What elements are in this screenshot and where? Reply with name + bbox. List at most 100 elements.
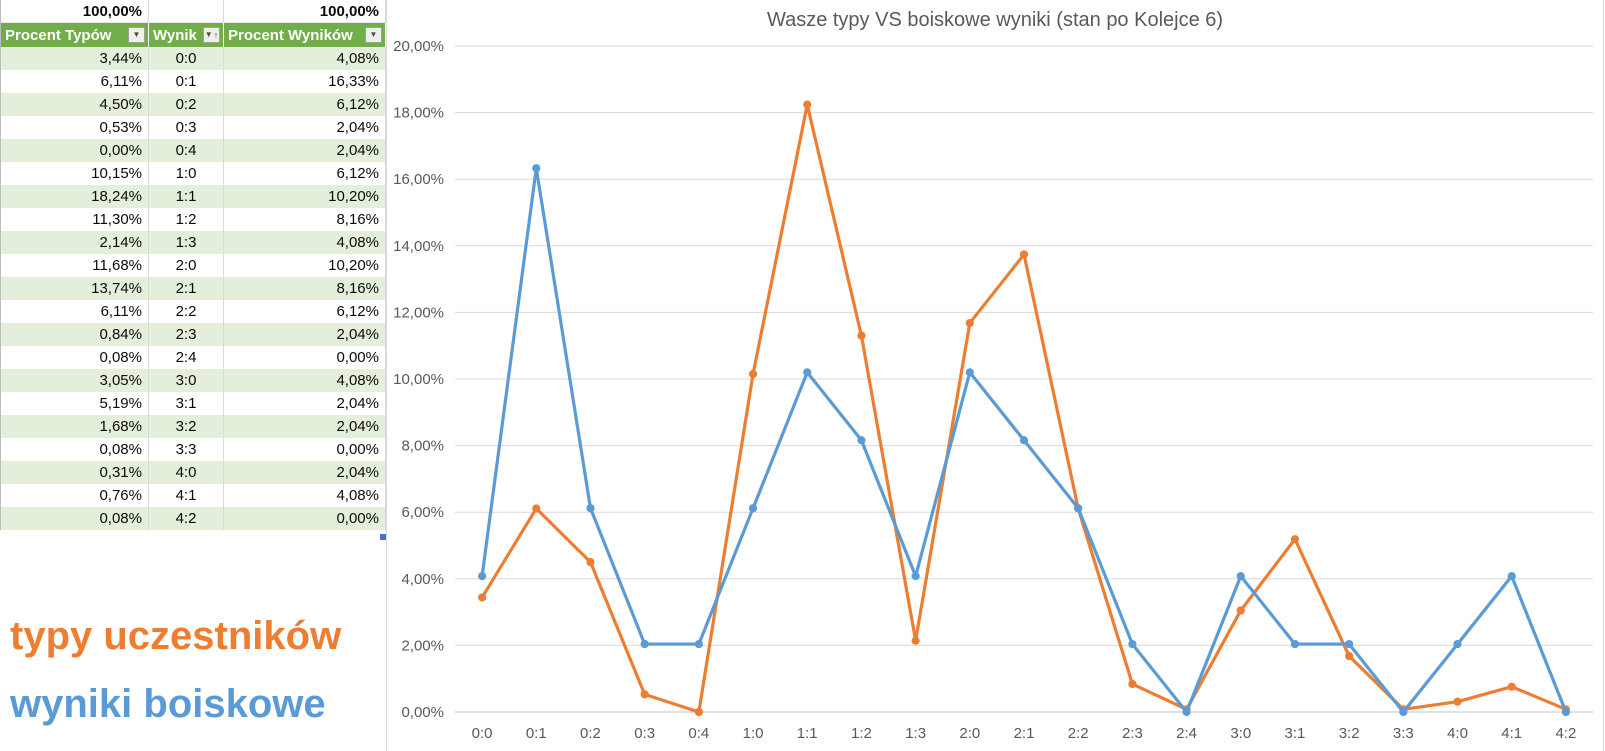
procent-wynikow-cell[interactable]: 6,12% [224, 162, 386, 185]
procent-wynikow-cell[interactable]: 8,16% [224, 208, 386, 231]
filter-dropdown-icon[interactable]: ▼ [128, 27, 145, 43]
wynik-cell[interactable]: 1:2 [149, 208, 224, 231]
procent-wynikow-cell[interactable]: 16,33% [224, 70, 386, 93]
filter-dropdown-icon[interactable]: ▼ [365, 27, 382, 43]
data-point-marker-wyniki-boiskowe [477, 572, 487, 581]
procent-wynikow-cell[interactable]: 2,04% [224, 461, 386, 484]
dropdown-arrow-glyph: ▼ [204, 30, 213, 39]
data-point-marker-typy-uczestnikow [477, 593, 487, 602]
procent-wynikow-cell[interactable]: 4,08% [224, 484, 386, 507]
procent-wynikow-cell[interactable]: 10,20% [224, 185, 386, 208]
x-axis-tick-label: 3:3 [1393, 725, 1414, 742]
procent-wynikow-cell[interactable]: 2,04% [224, 139, 386, 162]
wynik-cell[interactable]: 0:1 [149, 70, 224, 93]
y-axis-tick-label: 20,00% [393, 38, 444, 55]
data-point-marker-wyniki-boiskowe [586, 504, 595, 513]
wynik-cell[interactable]: 2:1 [149, 277, 224, 300]
total-wynik-cell[interactable] [149, 0, 224, 23]
procent-typow-cell[interactable]: 0,31% [1, 461, 149, 484]
procent-typow-cell[interactable]: 13,74% [1, 277, 149, 300]
procent-typow-cell[interactable]: 6,11% [1, 300, 149, 323]
procent-typow-cell[interactable]: 10,15% [1, 162, 149, 185]
data-point-marker-wyniki-boiskowe [1399, 707, 1408, 717]
wynik-cell[interactable]: 1:3 [149, 231, 224, 254]
wynik-cell[interactable]: 2:0 [149, 254, 224, 277]
dropdown-arrow-glyph: ▼ [369, 30, 378, 39]
y-axis-tick-label: 16,00% [393, 171, 444, 188]
procent-wynikow-cell[interactable]: 8,16% [224, 277, 386, 300]
procent-typow-cell[interactable]: 0,84% [1, 323, 149, 346]
wynik-cell[interactable]: 0:4 [149, 139, 224, 162]
procent-wynikow-cell[interactable]: 10,20% [224, 254, 386, 277]
data-point-marker-typy-uczestnikow [1236, 606, 1245, 615]
wynik-cell[interactable]: 4:0 [149, 461, 224, 484]
total-procent-typow-cell[interactable]: 100,00% [1, 0, 149, 23]
data-point-marker-typy-uczestnikow [1128, 679, 1137, 689]
wynik-cell[interactable]: 4:1 [149, 484, 224, 507]
wynik-cell[interactable]: 4:2 [149, 507, 224, 530]
total-procent-wynikow-cell[interactable]: 100,00% [224, 0, 386, 23]
chart-object[interactable]: Wasze typy VS boiskowe wyniki (stan po K… [386, 0, 1604, 751]
procent-wynikow-cell[interactable]: 0,00% [224, 438, 386, 461]
procent-wynikow-cell[interactable]: 2,04% [224, 323, 386, 346]
procent-typow-cell[interactable]: 0,53% [1, 116, 149, 139]
procent-typow-cell[interactable]: 0,08% [1, 507, 149, 530]
x-axis-tick-label: 0:2 [580, 725, 601, 742]
procent-typow-cell[interactable]: 2,14% [1, 231, 149, 254]
procent-typow-cell[interactable]: 6,11% [1, 70, 149, 93]
procent-typow-cell[interactable]: 11,68% [1, 254, 149, 277]
legend-label-wyniki-boiskowe[interactable]: wyniki boiskowe [10, 682, 326, 726]
data-point-marker-typy-uczestnikow [803, 100, 812, 109]
table-row: 0,08% 3:3 0,00% [1, 438, 386, 461]
wynik-cell[interactable]: 3:2 [149, 415, 224, 438]
filter-sorted-asc-icon[interactable]: ▼ ↑ [203, 27, 220, 43]
procent-wynikow-cell[interactable]: 4,08% [224, 231, 386, 254]
data-point-marker-wyniki-boiskowe [803, 368, 812, 377]
procent-typow-cell[interactable]: 0,08% [1, 346, 149, 369]
procent-wynikow-cell[interactable]: 0,00% [224, 507, 386, 530]
procent-typow-cell[interactable]: 0,00% [1, 139, 149, 162]
x-axis-tick-label: 4:2 [1555, 725, 1576, 742]
legend-label-typy-uczestnikow[interactable]: typy uczestników [10, 614, 342, 658]
table-row: 0,76% 4:1 4,08% [1, 484, 386, 507]
wynik-cell[interactable]: 1:1 [149, 185, 224, 208]
procent-wynikow-cell[interactable]: 4,08% [224, 369, 386, 392]
procent-wynikow-cell[interactable]: 2,04% [224, 415, 386, 438]
y-axis-tick-label: 6,00% [401, 504, 444, 521]
wynik-cell[interactable]: 3:3 [149, 438, 224, 461]
x-axis-tick-label: 3:2 [1339, 725, 1360, 742]
table-header-row: Procent Typów ▼ Wynik ▼ ↑ Procent Wynikó… [1, 23, 386, 47]
procent-typow-cell[interactable]: 3,44% [1, 47, 149, 70]
procent-wynikow-cell[interactable]: 0,00% [224, 346, 386, 369]
data-point-marker-typy-uczestnikow [1345, 651, 1354, 661]
wynik-cell[interactable]: 2:3 [149, 323, 224, 346]
table-resize-handle[interactable] [380, 534, 386, 540]
header-wynik: Wynik ▼ ↑ [149, 23, 224, 47]
data-point-marker-wyniki-boiskowe [911, 572, 920, 581]
procent-wynikow-cell[interactable]: 6,12% [224, 93, 386, 116]
procent-wynikow-cell[interactable]: 6,12% [224, 300, 386, 323]
procent-typow-cell[interactable]: 4,50% [1, 93, 149, 116]
data-point-marker-typy-uczestnikow [1019, 250, 1029, 259]
wynik-cell[interactable]: 2:2 [149, 300, 224, 323]
wynik-cell[interactable]: 0:0 [149, 47, 224, 70]
procent-typow-cell[interactable]: 0,76% [1, 484, 149, 507]
procent-typow-cell[interactable]: 3,05% [1, 369, 149, 392]
procent-typow-cell[interactable]: 1,68% [1, 415, 149, 438]
wynik-cell[interactable]: 2:4 [149, 346, 224, 369]
wynik-cell[interactable]: 3:0 [149, 369, 224, 392]
procent-typow-cell[interactable]: 11,30% [1, 208, 149, 231]
procent-typow-cell[interactable]: 0,08% [1, 438, 149, 461]
wynik-cell[interactable]: 0:2 [149, 93, 224, 116]
table-row: 0,53% 0:3 2,04% [1, 116, 386, 139]
x-axis-tick-label: 1:1 [797, 725, 818, 742]
procent-wynikow-cell[interactable]: 2,04% [224, 116, 386, 139]
x-axis-tick-label: 0:0 [472, 725, 493, 742]
procent-typow-cell[interactable]: 5,19% [1, 392, 149, 415]
procent-wynikow-cell[interactable]: 2,04% [224, 392, 386, 415]
wynik-cell[interactable]: 1:0 [149, 162, 224, 185]
procent-wynikow-cell[interactable]: 4,08% [224, 47, 386, 70]
procent-typow-cell[interactable]: 18,24% [1, 185, 149, 208]
wynik-cell[interactable]: 0:3 [149, 116, 224, 139]
wynik-cell[interactable]: 3:1 [149, 392, 224, 415]
